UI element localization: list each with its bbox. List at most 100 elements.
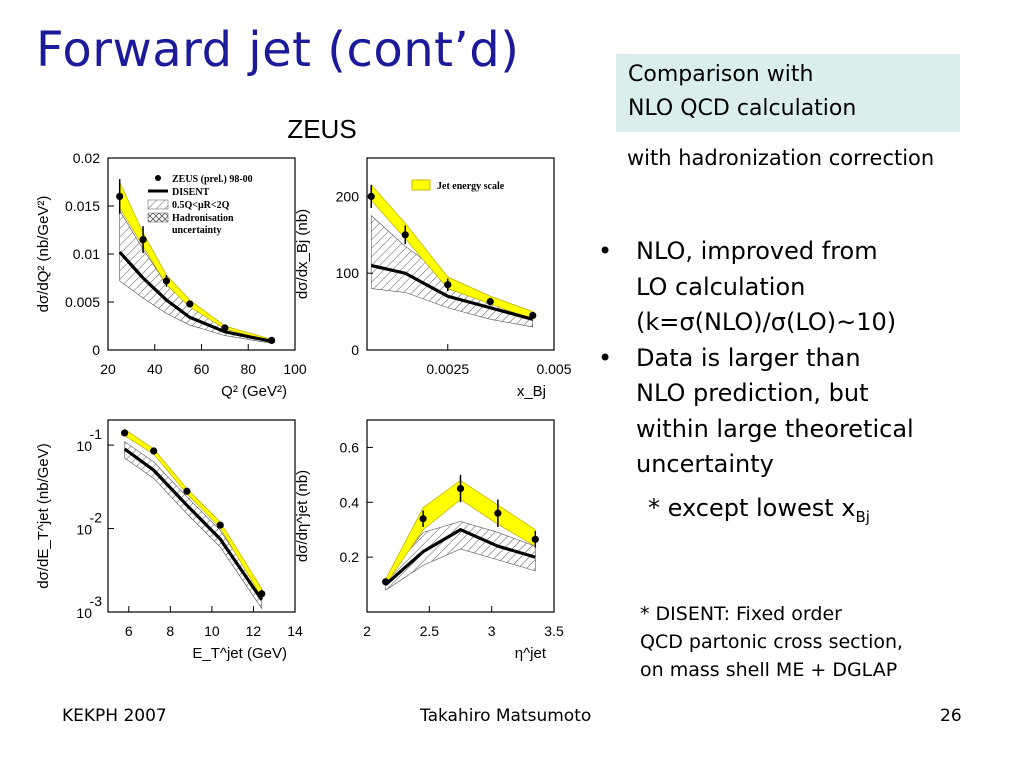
data-point — [258, 590, 266, 598]
y-tick-label: 0 — [351, 342, 359, 358]
data-point — [494, 509, 502, 517]
x-axis-label: Q² (GeV²) — [221, 383, 287, 400]
x-axis-label: x_Bj — [517, 383, 546, 400]
legend-hadronisation-swatch — [147, 212, 169, 223]
x-tick-label: 14 — [287, 623, 303, 639]
legend-disent-label: DISENT — [172, 187, 210, 198]
y-tick-exponent: -2 — [90, 510, 103, 526]
y-tick-label: 10 — [76, 605, 92, 621]
legend-jes-label: Jet energy scale — [437, 181, 505, 192]
data-point — [382, 578, 390, 586]
subtitle: with hadronization correction — [627, 146, 935, 170]
y-tick-label: 0 — [92, 342, 100, 358]
data-point — [162, 277, 171, 285]
data-point — [456, 484, 465, 493]
x-tick-label: 40 — [147, 361, 163, 377]
y-axis-label: dσ/dη^jet (nb) — [294, 470, 311, 562]
data-point — [268, 336, 276, 344]
data-point — [116, 192, 124, 200]
chart-panel-4: 2 2.5 3 3.5 0.2 0.4 0.6 η^jet dσ/dη^jet (nb) — [294, 419, 564, 662]
footer-center: Takahiro Matsumoto — [420, 706, 592, 726]
y-tick-label: 0.02 — [73, 150, 100, 166]
bullet-item-2: • Data is larger than NLO prediction, bu… — [598, 341, 1018, 483]
bullet-line: uncertainty — [636, 450, 774, 478]
y-axis-label: dσ/dQ² (nb/GeV²) — [35, 196, 52, 313]
exception-note: * except lowest xBj — [648, 494, 870, 526]
y-axis-label: dσ/dx_Bj (nb) — [294, 209, 311, 299]
comparison-box: Comparison with NLO QCD calculation — [616, 54, 960, 132]
x-tick-label: 3.5 — [544, 623, 564, 639]
y-tick-label: 0.4 — [340, 494, 360, 510]
disent-line — [370, 263, 534, 321]
exception-text: * except lowest x — [648, 494, 856, 522]
y-tick-label: 0.005 — [65, 294, 100, 310]
x-tick-label: 12 — [246, 623, 262, 639]
y-tick-label: 10 — [76, 522, 92, 538]
data-point — [121, 429, 129, 437]
x-axis-label: η^jet — [515, 645, 547, 662]
y-axis-label: dσ/dE_T^jet (nb/GeV) — [35, 443, 52, 589]
x-tick-label: 8 — [166, 623, 174, 639]
figure-title: ZEUS — [287, 114, 356, 144]
x-tick-label: 6 — [125, 623, 133, 639]
data-point — [221, 324, 229, 332]
disent-line — [384, 527, 536, 586]
data-point — [216, 521, 224, 529]
data-point — [529, 311, 537, 320]
bullet-line: within large theoretical — [636, 414, 914, 443]
legend-data-marker — [155, 175, 161, 181]
disent-note: * DISENT: Fixed order QCD partonic cross… — [640, 600, 903, 684]
bullet-line: (k=σ(NLO)/σ(LO)~10) — [636, 308, 897, 336]
chart-panel-2: 0.0025 0.005 0 100 200 x_Bj dσ/dx_Bj (nb) Jet e… — [294, 157, 572, 400]
y-tick-label: 10 — [76, 438, 92, 454]
data-point — [444, 281, 452, 289]
legend-uncertainty-label: uncertainty — [172, 225, 221, 236]
comparison-line-2: NLO QCD calculation — [628, 96, 857, 121]
x-tick-label: 3 — [488, 623, 496, 639]
x-tick-label: 80 — [240, 361, 256, 377]
bullet-list: • NLO, improved from LO calculation (k=σ… — [598, 234, 1018, 483]
y-tick-label: 0.2 — [340, 549, 360, 565]
y-tick-exponent: -1 — [90, 426, 103, 442]
exception-subscript: Bj — [855, 507, 870, 526]
y-tick-exponent: -3 — [90, 593, 103, 609]
legend-scale-swatch — [147, 199, 169, 210]
nlo-uncertainty-band — [385, 521, 536, 591]
disent-line — [118, 251, 272, 343]
x-tick-label: 100 — [283, 361, 307, 377]
footer-left: KEKPH 2007 — [62, 706, 167, 726]
y-tick-label: 200 — [336, 188, 360, 204]
disent-line — [123, 447, 264, 601]
x-tick-label: 0.0025 — [426, 361, 469, 377]
slide-title: Forward jet (cont’d) — [36, 22, 520, 78]
data-point — [183, 487, 191, 495]
bullet-dot: • — [598, 343, 613, 372]
bullet-line: NLO prediction, but — [636, 379, 869, 407]
chart-panel-1: 20 40 60 80 100 0 0.005 0.01 0.015 0.02 Q² (GeV²) d… — [35, 150, 307, 400]
x-tick-label: 2.5 — [420, 623, 440, 639]
data-point — [150, 447, 158, 455]
nlo-uncertainty-band — [124, 441, 263, 610]
bullet-line: LO calculation — [636, 272, 806, 301]
data-point — [186, 300, 194, 308]
bullet-line: NLO, improved from — [636, 237, 878, 265]
y-tick-label: 0.01 — [73, 246, 100, 262]
note-line: QCD partonic cross section, — [640, 631, 904, 653]
comparison-line-1: Comparison with — [628, 62, 814, 87]
x-tick-label: 20 — [100, 361, 116, 377]
bullet-dot: • — [598, 237, 613, 265]
note-line: on mass shell ME + DGLAP — [640, 659, 898, 681]
x-tick-label: 0.005 — [536, 361, 571, 377]
data-point — [531, 535, 539, 543]
data-point — [419, 515, 427, 523]
bullet-line: Data is larger than — [636, 343, 861, 372]
data-point — [401, 231, 409, 239]
y-tick-label: 0.015 — [65, 198, 100, 214]
legend-hadronisation-label: Hadronisation — [172, 213, 234, 224]
x-tick-label: 10 — [204, 623, 220, 639]
footer-page-number: 26 — [940, 706, 962, 726]
x-tick-label: 60 — [194, 361, 210, 377]
data-point — [486, 298, 494, 306]
y-tick-label: 100 — [336, 265, 360, 281]
